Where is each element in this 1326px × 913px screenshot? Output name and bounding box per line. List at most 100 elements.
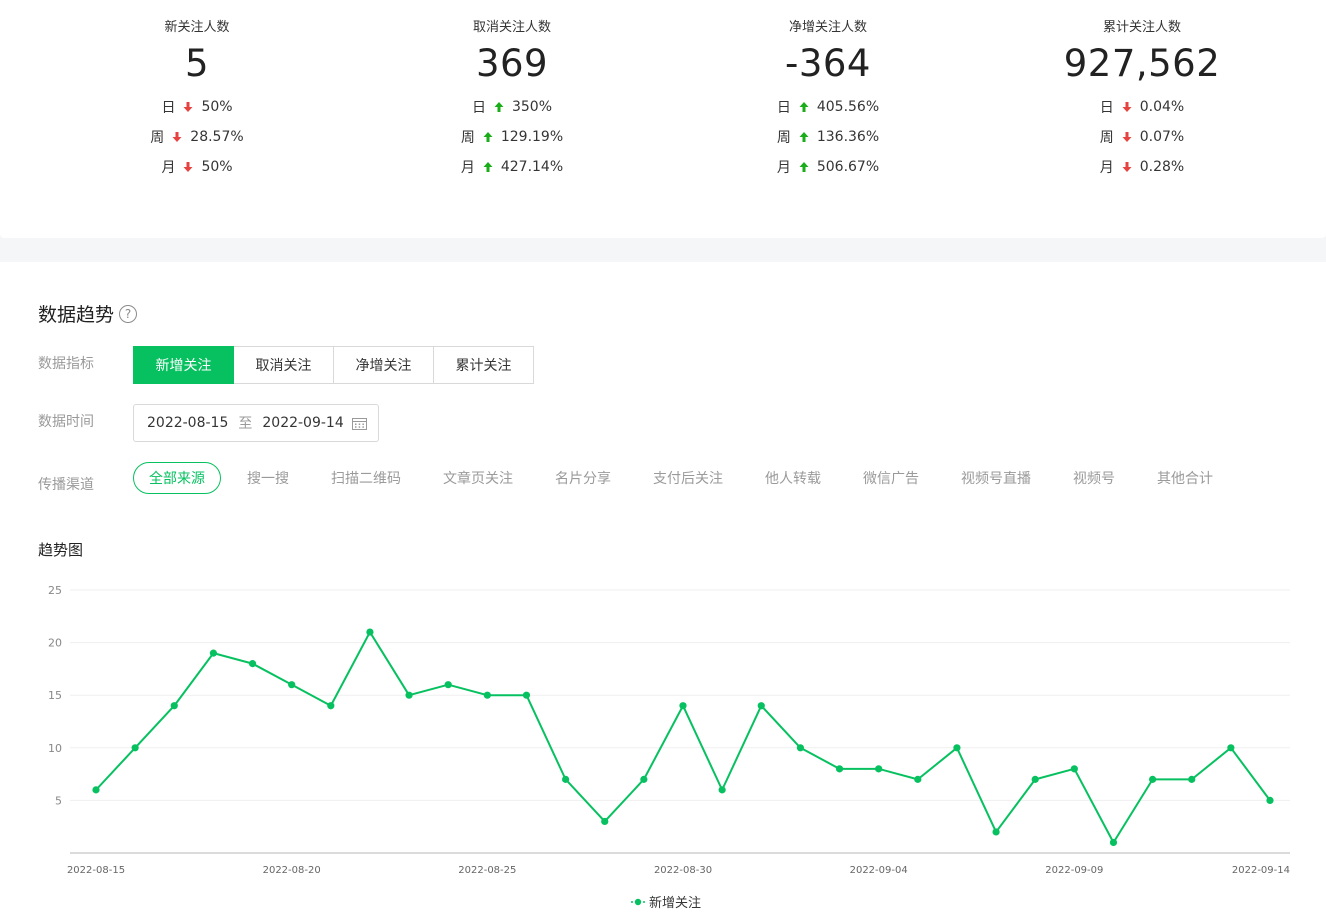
stat-compare-row: 月 506.67% <box>678 157 978 177</box>
data-point[interactable] <box>1149 775 1157 783</box>
trend-card: 数据趋势 ? 数据指标 新增关注 取消关注 净增关注 累计关注 数据时间 2022-0… <box>0 262 1326 913</box>
stat-title: 累计关注人数 <box>1102 20 1181 35</box>
arrow-down-icon <box>183 102 193 112</box>
data-point[interactable] <box>640 775 648 783</box>
stat-compare-row: 日 50% <box>47 97 347 117</box>
channel-option-10[interactable]: 其他合计 <box>1157 471 1213 487</box>
compare-period-label: 日 <box>776 100 791 116</box>
data-point[interactable] <box>92 786 100 794</box>
channel-option-9[interactable]: 视频号 <box>1073 471 1115 487</box>
data-point[interactable] <box>483 691 491 699</box>
data-point[interactable] <box>170 702 178 710</box>
stat-compare-row: 月 0.28% <box>992 157 1292 177</box>
compare-percent: 28.57% <box>190 129 244 145</box>
arrow-up-icon <box>799 102 809 112</box>
data-point[interactable] <box>914 775 922 783</box>
stat-compare-row: 周 129.19% <box>362 127 662 147</box>
data-point[interactable] <box>1109 838 1118 847</box>
data-point[interactable] <box>1070 765 1078 773</box>
data-point[interactable] <box>444 681 452 689</box>
tab-metric-0[interactable]: 新增关注 <box>133 346 234 384</box>
tab-metric-2[interactable]: 净增关注 <box>333 346 434 384</box>
arrow-up-icon <box>799 162 809 172</box>
legend-label[interactable]: 新增关注 <box>649 895 701 911</box>
data-point[interactable] <box>679 702 687 710</box>
data-point[interactable] <box>757 702 765 710</box>
compare-percent: 405.56% <box>816 99 880 115</box>
data-point[interactable] <box>327 702 335 710</box>
stat-compare-row: 日 0.04% <box>992 97 1292 117</box>
chart-title: 趋势图 <box>38 541 84 559</box>
data-point[interactable] <box>562 775 570 783</box>
compare-percent: 0.28% <box>1139 159 1185 175</box>
data-point[interactable] <box>1031 775 1039 783</box>
stat-compare-row: 周 0.07% <box>992 127 1292 147</box>
data-point[interactable] <box>288 681 296 689</box>
date-end: 2022-09-14 <box>262 415 344 431</box>
calendar-icon[interactable] <box>352 417 367 430</box>
compare-period-label: 月 <box>161 160 176 176</box>
tab-metric-1[interactable]: 取消关注 <box>233 346 334 384</box>
section-title-text: 数据趋势 <box>38 304 115 326</box>
channel-option-0[interactable]: 全部来源 <box>133 462 221 494</box>
compare-percent: 506.67% <box>816 159 880 175</box>
channel-option-1[interactable]: 搜一搜 <box>247 471 289 487</box>
compare-period-label: 月 <box>776 160 791 176</box>
arrow-down-icon <box>1122 162 1132 172</box>
data-point[interactable] <box>953 744 961 752</box>
stat-title: 净增关注人数 <box>788 20 867 35</box>
data-point[interactable] <box>405 691 413 699</box>
arrow-up-icon <box>494 102 504 112</box>
x-tick-label: 2022-08-15 <box>67 865 125 876</box>
compare-period-label: 周 <box>150 130 165 146</box>
channel-option-7[interactable]: 微信广告 <box>863 471 919 487</box>
date-range-picker[interactable]: 2022-08-15 至 2022-09-14 <box>133 404 379 442</box>
data-point[interactable] <box>835 765 844 773</box>
data-point[interactable] <box>992 828 1000 836</box>
stat-compare-row: 周 28.57% <box>47 127 347 147</box>
compare-percent: 350% <box>511 99 553 115</box>
channel-option-4[interactable]: 名片分享 <box>555 471 611 487</box>
compare-period-label: 日 <box>1099 100 1114 116</box>
channel-option-3[interactable]: 文章页关注 <box>443 471 513 487</box>
series-line <box>95 631 1271 844</box>
data-point[interactable] <box>601 817 609 826</box>
metric-tabs: 新增关注 取消关注 净增关注 累计关注 <box>133 346 534 384</box>
data-point[interactable] <box>522 691 531 699</box>
data-point[interactable] <box>1227 744 1235 752</box>
compare-percent: 427.14% <box>500 159 564 175</box>
stat-value: 5 <box>184 42 210 85</box>
arrow-up-icon <box>483 132 493 142</box>
y-tick-label: 10 <box>48 742 62 755</box>
data-point[interactable] <box>131 744 139 752</box>
data-point[interactable] <box>209 649 217 657</box>
compare-period-label: 周 <box>460 130 475 146</box>
arrow-down-icon <box>183 162 193 172</box>
overview-card: 新关注人数 5 日 50% 周 28.57% 月 50% 取消关注人数 369 日 350% 周 129.… <box>0 0 1326 238</box>
arrow-up-icon <box>483 162 493 172</box>
trend-chart: 5 10 15 20 25 2022-08-15 2022-08-20 2022-08-25 2… <box>48 584 1290 911</box>
arrow-down-icon <box>1122 132 1132 142</box>
data-point[interactable] <box>718 786 726 794</box>
compare-percent: 50% <box>201 99 233 115</box>
x-tick-label: 2022-09-09 <box>1045 865 1103 876</box>
data-point[interactable] <box>366 628 374 636</box>
data-point[interactable] <box>1188 775 1196 783</box>
tab-metric-3[interactable]: 累计关注 <box>433 346 534 384</box>
channel-label: 传播渠道 <box>38 477 94 493</box>
compare-period-label: 日 <box>471 100 486 116</box>
channel-option-6[interactable]: 他人转载 <box>765 471 821 487</box>
help-icon[interactable]: ? <box>119 304 138 323</box>
channel-option-2[interactable]: 扫描二维码 <box>331 471 401 487</box>
channel-option-8[interactable]: 视频号直播 <box>961 471 1031 487</box>
data-point[interactable] <box>796 744 805 752</box>
data-point[interactable] <box>1266 796 1274 804</box>
channel-option-5[interactable]: 支付后关注 <box>653 471 723 487</box>
data-point[interactable] <box>248 660 257 668</box>
x-tick-label: 2022-09-14 <box>1232 865 1290 876</box>
compare-percent: 0.07% <box>1139 129 1185 145</box>
x-tick-label: 2022-08-30 <box>654 865 712 876</box>
metric-label: 数据指标 <box>38 356 94 372</box>
arrow-down-icon <box>172 132 182 142</box>
data-point[interactable] <box>875 765 883 773</box>
